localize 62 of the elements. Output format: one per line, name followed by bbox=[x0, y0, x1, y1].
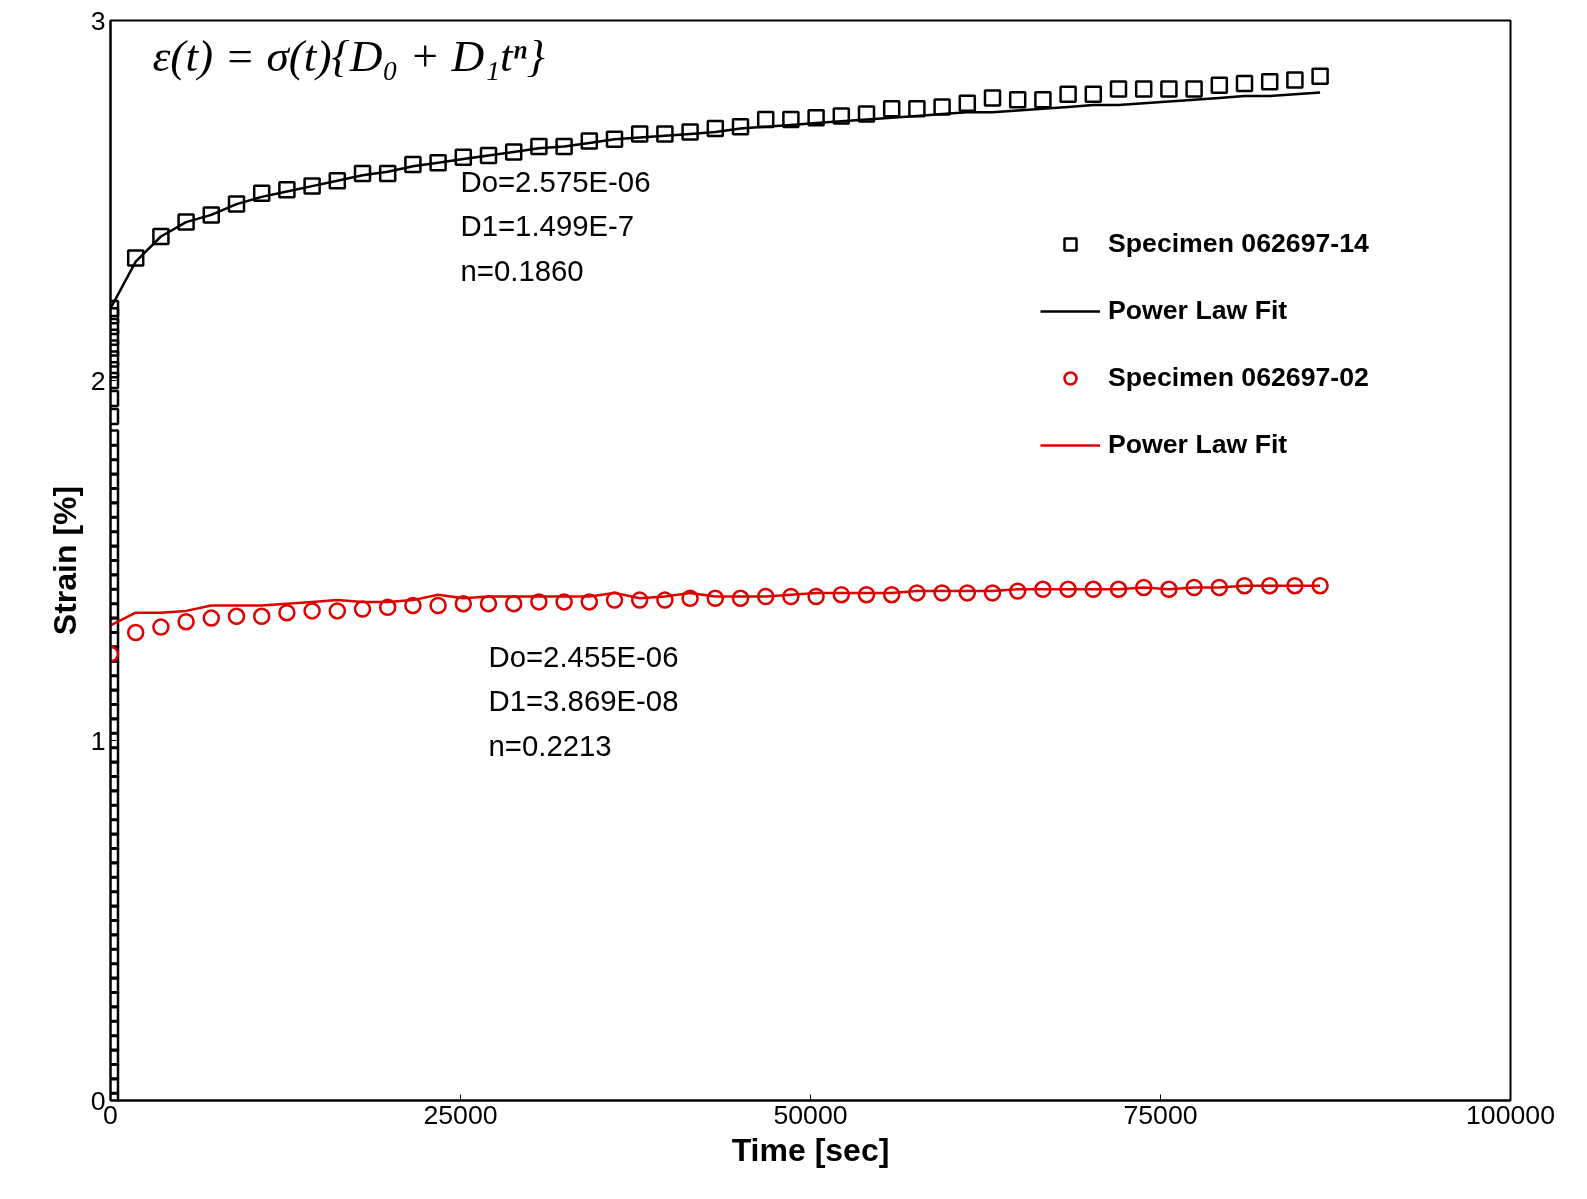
point bbox=[1160, 580, 1178, 599]
annotation: Do=2.575E-06 D1=1.499E-7 n=0.1860 bbox=[460, 164, 651, 287]
point bbox=[404, 596, 422, 615]
point bbox=[983, 584, 1002, 602]
point bbox=[378, 598, 397, 617]
point bbox=[882, 585, 901, 604]
y-tick-label: 2 bbox=[90, 365, 106, 396]
annotation: Do=2.455E-06 D1=3.869E-08 n=0.2213 bbox=[488, 639, 679, 762]
point bbox=[706, 589, 725, 608]
y-axis-title: Strain [%] bbox=[46, 485, 83, 636]
point bbox=[353, 600, 372, 618]
point bbox=[1286, 576, 1304, 595]
x-axis-title: Time [sec] bbox=[731, 1131, 890, 1168]
x-tick-label: 75000 bbox=[1123, 1099, 1198, 1130]
point bbox=[580, 593, 599, 611]
point bbox=[958, 584, 977, 602]
x-tick-label: 50000 bbox=[773, 1099, 848, 1130]
point bbox=[454, 594, 473, 613]
point bbox=[933, 584, 951, 602]
legend-label: Specimen 062697-14 bbox=[1108, 228, 1369, 259]
legend-label: Power Law Fit bbox=[1108, 429, 1288, 460]
point bbox=[731, 589, 750, 608]
point bbox=[278, 603, 296, 622]
point bbox=[1235, 576, 1254, 595]
point bbox=[857, 585, 876, 604]
point bbox=[1059, 580, 1077, 599]
point bbox=[1008, 582, 1027, 600]
point bbox=[530, 593, 548, 611]
point bbox=[202, 609, 221, 627]
point bbox=[756, 587, 775, 606]
point bbox=[1311, 576, 1329, 595]
point bbox=[605, 591, 624, 609]
point bbox=[303, 602, 321, 620]
y-tick-label: 3 bbox=[90, 5, 106, 36]
point bbox=[1084, 580, 1103, 599]
point bbox=[227, 607, 246, 626]
point bbox=[429, 596, 447, 615]
point bbox=[656, 591, 674, 609]
x-tick-label: 100000 bbox=[1466, 1099, 1555, 1130]
legend-label: Specimen 062697-02 bbox=[1108, 362, 1369, 393]
point bbox=[681, 589, 699, 608]
point bbox=[126, 623, 145, 642]
point bbox=[908, 584, 926, 602]
point bbox=[832, 585, 851, 604]
x-tick-label: 25000 bbox=[423, 1099, 498, 1130]
point bbox=[630, 591, 649, 609]
point bbox=[1260, 576, 1279, 595]
point bbox=[1185, 578, 1203, 597]
point bbox=[328, 602, 347, 620]
annotation: ε(t) = σ(t){D₀ + D₁tⁿ} bbox=[152, 31, 545, 82]
point bbox=[555, 593, 573, 611]
point bbox=[1134, 578, 1153, 597]
legend-label: Power Law Fit bbox=[1108, 295, 1288, 326]
point bbox=[1210, 578, 1229, 597]
point bbox=[252, 607, 271, 626]
point bbox=[782, 587, 800, 606]
point bbox=[1109, 580, 1128, 599]
point bbox=[177, 612, 195, 631]
y-tick-label: 1 bbox=[90, 725, 106, 756]
point bbox=[1034, 580, 1052, 599]
point bbox=[807, 587, 825, 606]
point bbox=[152, 618, 170, 636]
